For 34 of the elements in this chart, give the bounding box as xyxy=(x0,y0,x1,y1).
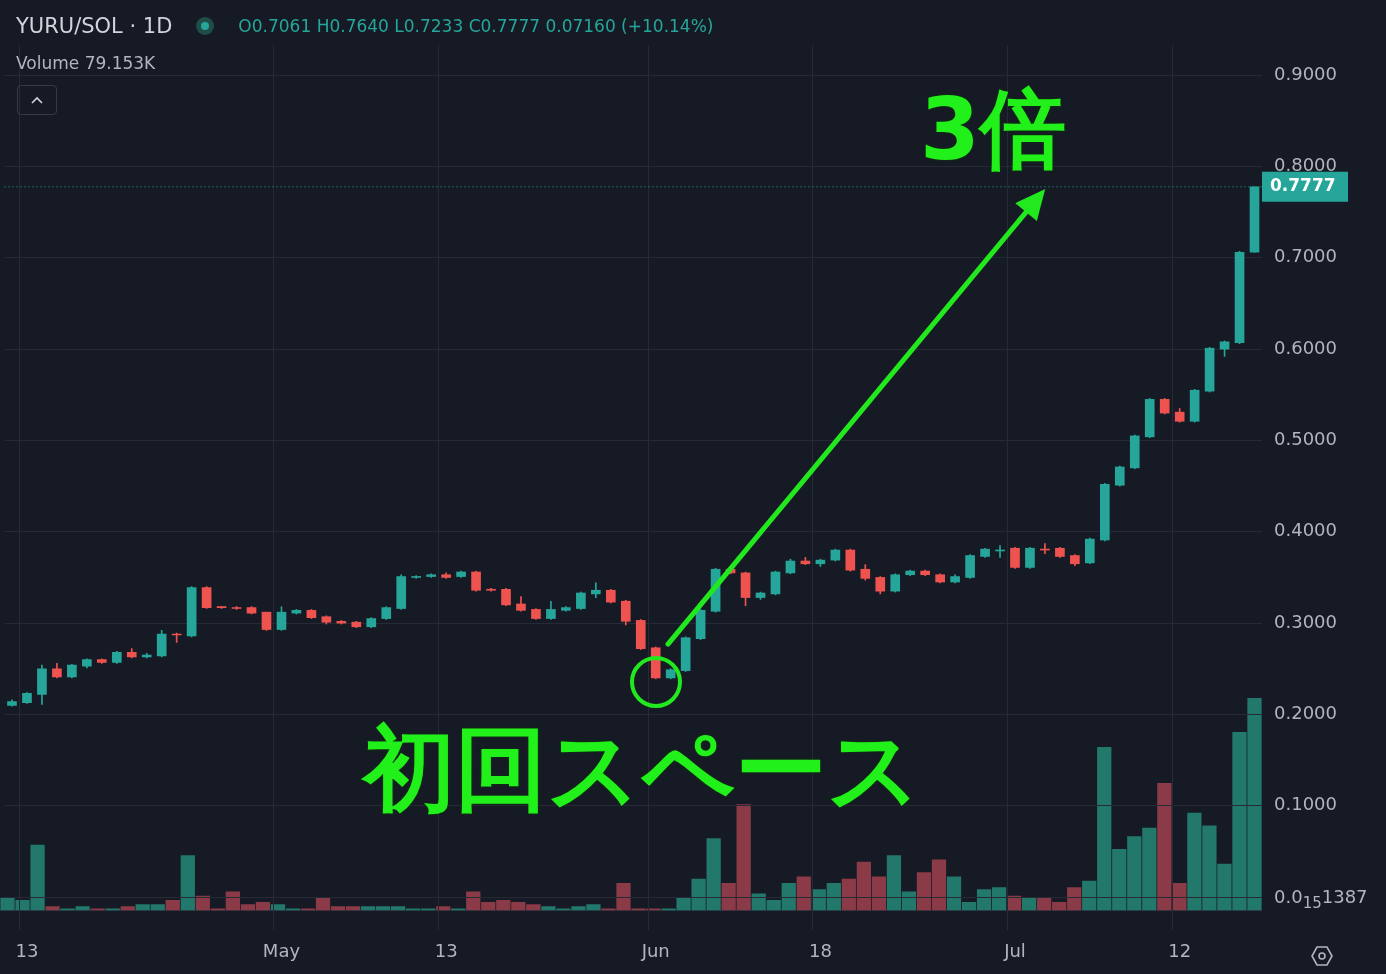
x-tick-label: Jun xyxy=(640,940,670,962)
annotation: 3倍 xyxy=(919,78,1066,181)
bar xyxy=(1172,882,1187,911)
y-tick-label: 0.5000 xyxy=(1274,428,1337,450)
y-tick-label: 0.8000 xyxy=(1274,154,1337,176)
bar xyxy=(451,908,466,911)
x-tick-label: Jul xyxy=(1003,940,1026,962)
y-tick-label: 0.0$_{15}$1387 xyxy=(1274,885,1368,914)
annotation: Volume 79.153K xyxy=(16,53,156,73)
chart-title: YURU/SOL · 1D xyxy=(16,14,173,38)
y-tick-label: 0.2000 xyxy=(1274,702,1337,724)
text: O0.7061 H0.7640 L0.7233 C0.7777 0.07160 (+10.14%) xyxy=(238,16,714,36)
bar xyxy=(1022,897,1037,911)
y-tick-label: 0.3000 xyxy=(1274,610,1337,632)
bar xyxy=(120,906,135,911)
bar xyxy=(796,876,811,911)
y-tick-label: 0.7000 xyxy=(1274,245,1337,267)
bar xyxy=(180,855,195,911)
x-tick-label: 13 xyxy=(434,940,458,962)
y-tick-label: 0.4000 xyxy=(1274,519,1337,541)
ref-line-label: 0.7777 xyxy=(1270,175,1336,196)
bar xyxy=(1157,783,1172,911)
x-tick-label: May xyxy=(262,940,301,962)
y-tick-label: 0.6000 xyxy=(1274,336,1337,358)
y-tick-label: 0.1000 xyxy=(1274,793,1337,815)
x-tick-label: 13 xyxy=(15,940,39,962)
x-tick-label: 12 xyxy=(1168,940,1192,962)
annotation: 初回スペース xyxy=(362,714,921,825)
bar xyxy=(105,908,120,911)
bar xyxy=(165,899,180,911)
y-tick-label: 0.9000 xyxy=(1274,62,1337,84)
x-tick-label: 18 xyxy=(808,940,832,962)
bar xyxy=(90,908,105,911)
bar xyxy=(45,906,60,911)
